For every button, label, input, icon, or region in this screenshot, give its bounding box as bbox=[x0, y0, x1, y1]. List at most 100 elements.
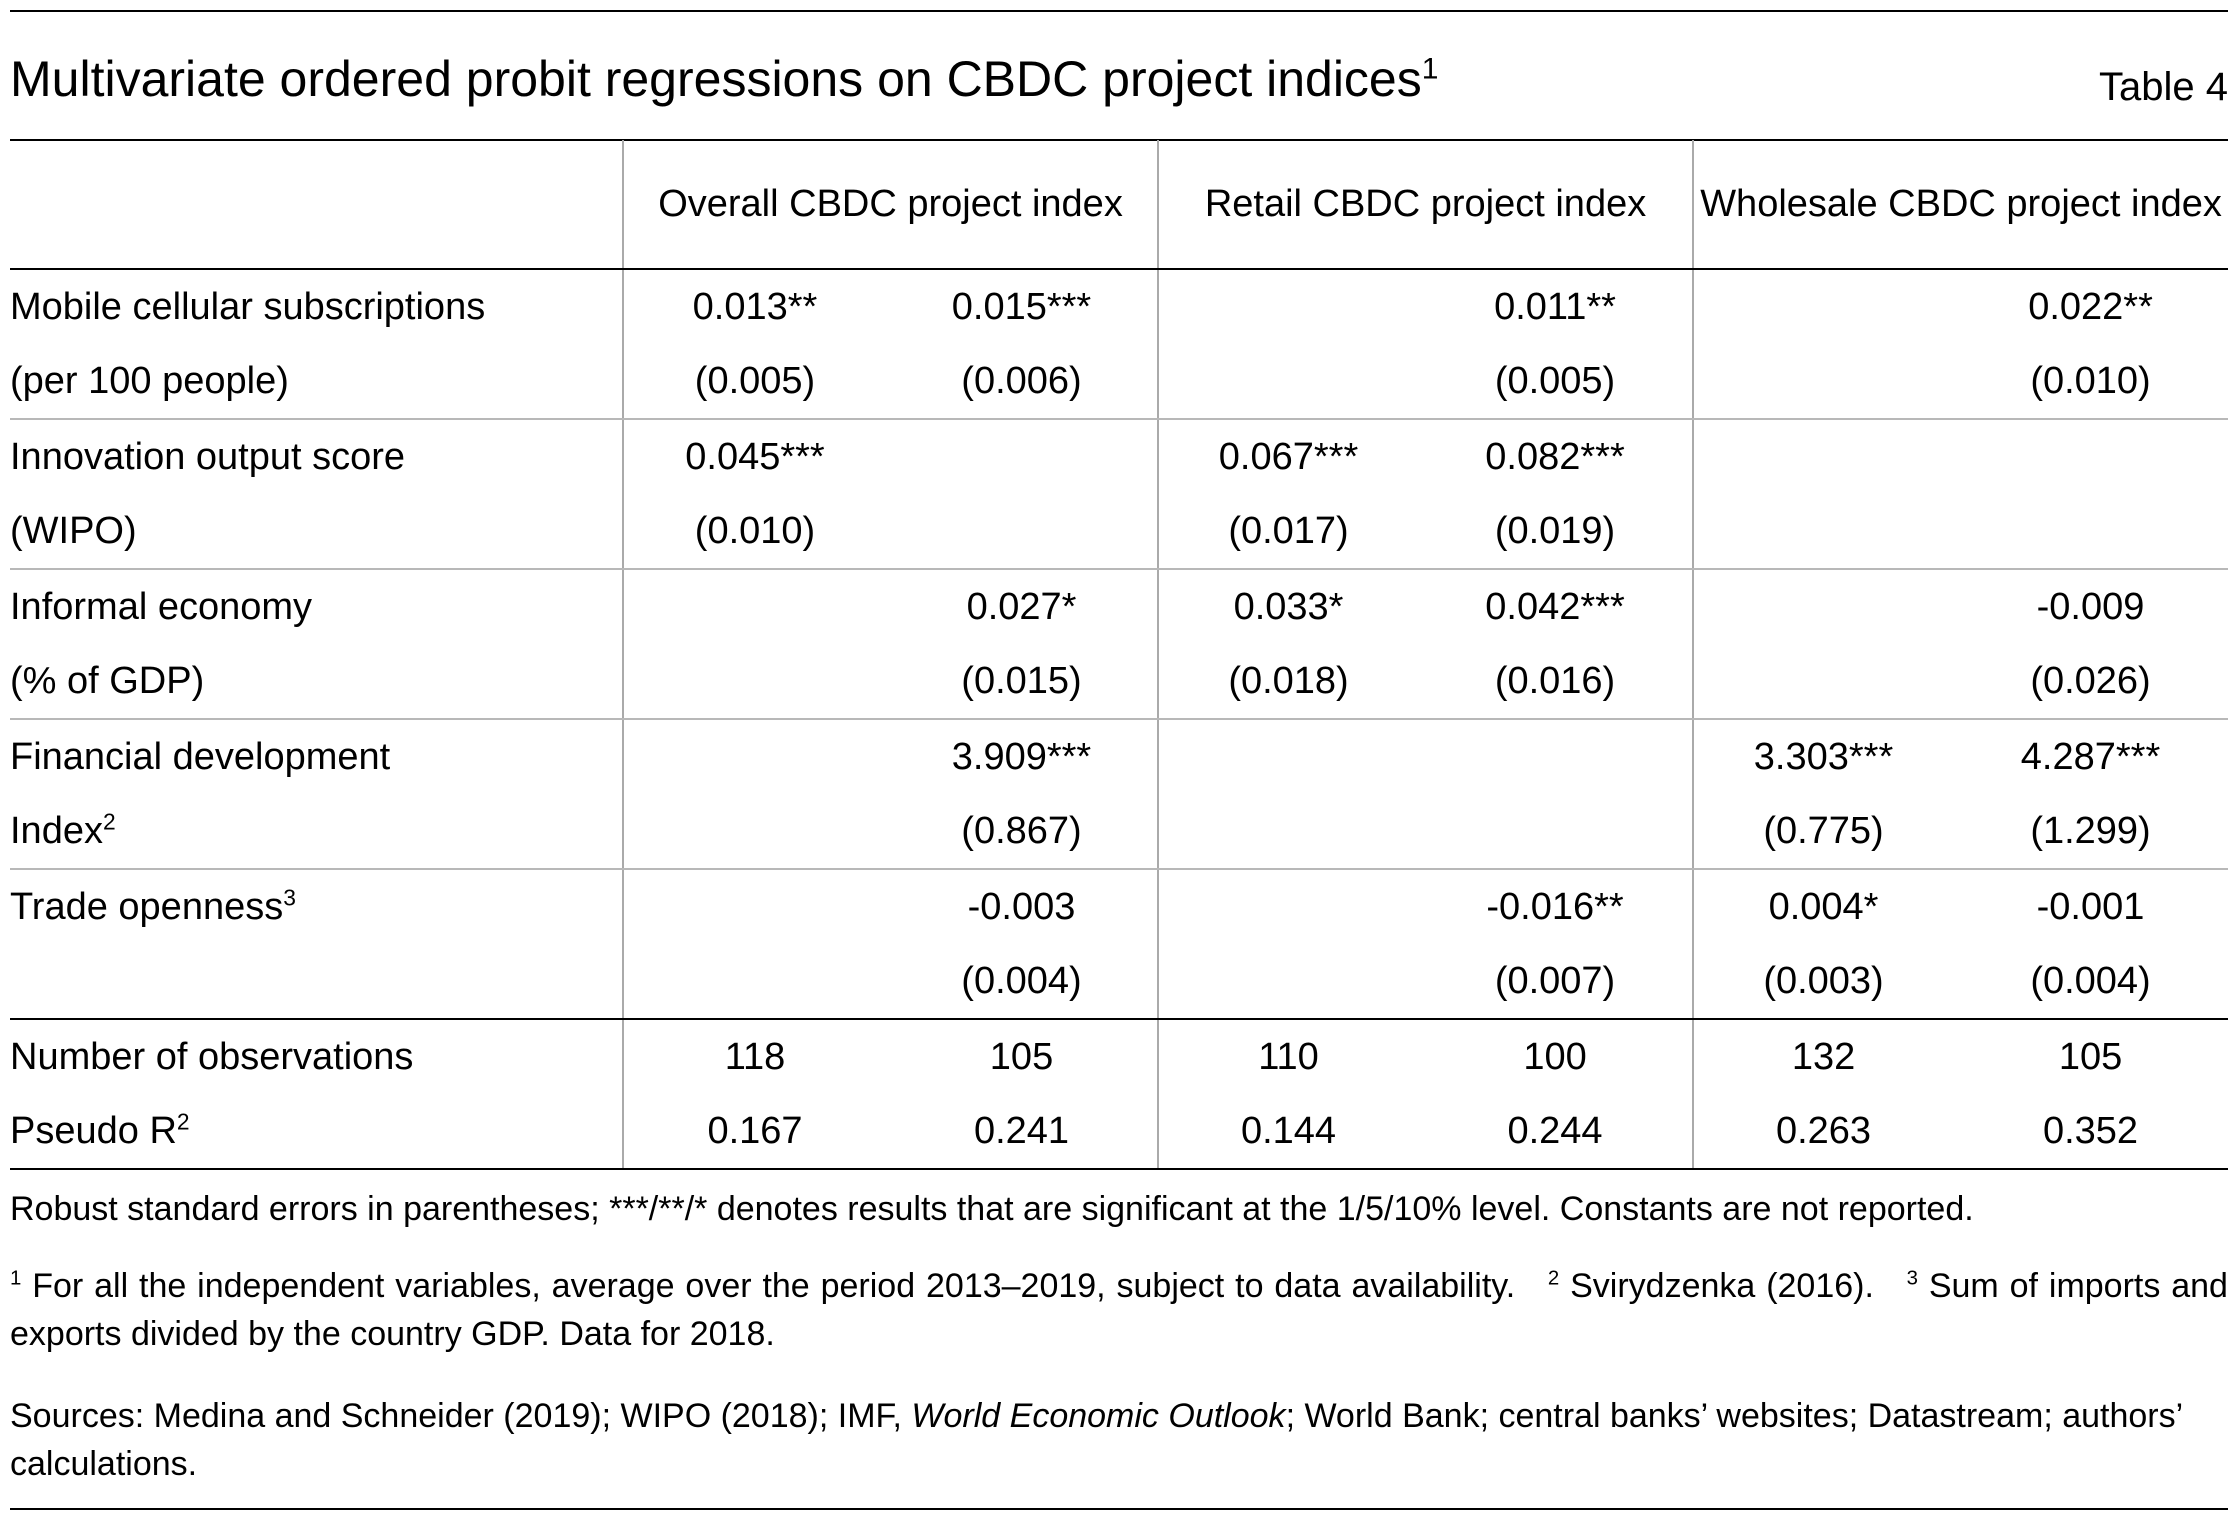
stat-row-2-col-4: 0.244 bbox=[1418, 1094, 1694, 1170]
coef-row-5-col-4: -0.016** bbox=[1486, 885, 1624, 928]
coef-row-2-col-5 bbox=[1692, 419, 1954, 494]
col-group-retail: Retail CBDC project index bbox=[1157, 140, 1694, 270]
coef-row-3-col-5 bbox=[1692, 569, 1954, 644]
coef-row-1-label-text: Mobile cellular subscriptions bbox=[10, 285, 486, 328]
coef-row-5-label-text: Trade openness bbox=[10, 885, 284, 928]
table-body: Mobile cellular subscriptions 0.013** 0.01… bbox=[10, 269, 2229, 1170]
coef-row-2-col-2 bbox=[886, 419, 1158, 494]
coef-row-4-col-4 bbox=[1418, 719, 1693, 794]
coef-row-5-col-5: 0.004* bbox=[1692, 869, 1954, 944]
stat-row-1-label: Number of observations bbox=[10, 1019, 623, 1094]
se-row-5-col-4: (0.007) bbox=[1418, 944, 1694, 1020]
footnotes: 1 For all the independent variables, ave… bbox=[10, 1262, 2228, 1358]
coef-row-2-label: Innovation output score bbox=[10, 419, 623, 494]
coef-row-4-col-1 bbox=[622, 719, 886, 794]
coef-row-3-label-text: Informal economy bbox=[10, 585, 313, 628]
se-row-2-col-5 bbox=[1692, 494, 1954, 570]
coef-row-2-col-6 bbox=[1953, 419, 2228, 494]
stat-row-2-col-5: 0.263 bbox=[1692, 1094, 1954, 1170]
se-row-4-col-3 bbox=[1157, 794, 1419, 870]
stat-row-2-label-note: 2 bbox=[176, 1107, 190, 1134]
coef-row-4-col-3 bbox=[1157, 719, 1419, 794]
se-row-1-label: (per 100 people) bbox=[10, 344, 623, 420]
footnote-2-mark: 2 bbox=[1547, 1267, 1560, 1290]
se-row-5-label bbox=[10, 944, 623, 1020]
se-row-2-col-6 bbox=[1953, 494, 2229, 570]
coef-row-2-col-1: 0.045*** bbox=[622, 419, 886, 494]
stat-row-2-col-6: 0.352 bbox=[1953, 1094, 2229, 1170]
footnote-3: Sum of imports and exports divided by th… bbox=[10, 1267, 2228, 1353]
stat-row-2-col-2: 0.241 bbox=[886, 1094, 1159, 1170]
sources-note: Sources: Medina and Schneider (2019); WI… bbox=[10, 1392, 2228, 1488]
footnote-2: Svirydzenka (2016). bbox=[1570, 1267, 1874, 1305]
coef-row-3-col-3: 0.033* bbox=[1157, 569, 1419, 644]
se-row-5-col-5: (0.003) bbox=[1692, 944, 1954, 1020]
se-row-3-col-5 bbox=[1692, 644, 1954, 720]
coef-row-1-label: Mobile cellular subscriptions bbox=[10, 269, 623, 344]
coef-row-5-col-1 bbox=[622, 869, 886, 944]
header-row: Overall CBDC project index Retail CBDC p… bbox=[10, 140, 2229, 270]
se-row-5-col-2: (0.004) bbox=[886, 944, 1159, 1020]
sources-prefix: Sources: Medina and Schneider (2019); WI… bbox=[10, 1397, 912, 1435]
table-title-text: Multivariate ordered probit regressions … bbox=[10, 51, 1422, 107]
coef-row-5-col-2: -0.003 bbox=[967, 885, 1076, 928]
se-row-4-col-1 bbox=[622, 794, 886, 870]
coef-row-1-col-6: 0.022** bbox=[2028, 285, 2153, 328]
stat-row-1-col-1: 118 bbox=[622, 1019, 886, 1094]
coef-row-3-col-6: -0.009 bbox=[2036, 585, 2145, 628]
se-row-4-col-5: (0.775) bbox=[1692, 794, 1954, 870]
coef-row-1-col-1: 0.013** bbox=[622, 269, 886, 344]
coef-row-2-col-4: 0.082*** bbox=[1485, 435, 1625, 478]
col-group-wholesale: Wholesale CBDC project index bbox=[1692, 140, 2229, 270]
table-row: Financial development 3.909*** 3.303*** 4.2… bbox=[10, 719, 2228, 794]
coef-row-3-col-1 bbox=[622, 569, 886, 644]
stat-row-1-col-5: 132 bbox=[1692, 1019, 1954, 1094]
coef-row-2-label-text: Innovation output score bbox=[10, 435, 406, 478]
footnote-1: For all the independent variables, avera… bbox=[32, 1267, 1516, 1305]
table-row: (0.004) (0.007) (0.003) (0.004) bbox=[10, 944, 2229, 1020]
stat-row-1-col-6: 105 bbox=[2058, 1035, 2123, 1078]
se-row-5-col-3 bbox=[1157, 944, 1419, 1020]
se-row-1-col-5 bbox=[1692, 344, 1954, 420]
coef-row-4-col-5: 3.303*** bbox=[1692, 719, 1954, 794]
se-row-4-label-note: 2 bbox=[102, 807, 116, 834]
sources-italic: World Economic Outlook bbox=[911, 1397, 1286, 1435]
coef-row-1-col-4: 0.011** bbox=[1494, 285, 1616, 328]
se-row-4-col-6: (1.299) bbox=[1953, 794, 2229, 870]
se-row-5-col-6: (0.004) bbox=[1953, 944, 2229, 1020]
se-row-2-label-text: (WIPO) bbox=[10, 509, 137, 552]
se-row-5-col-1 bbox=[622, 944, 886, 1020]
se-row-3-label: (% of GDP) bbox=[10, 644, 623, 720]
table-title: Multivariate ordered probit regressions … bbox=[10, 48, 1438, 110]
coef-row-5-col-3 bbox=[1157, 869, 1419, 944]
note-robust-se: Robust standard errors in parentheses; *… bbox=[10, 1190, 1974, 1228]
coef-row-1-col-2: 0.015*** bbox=[951, 285, 1092, 328]
se-row-1-col-6: (0.010) bbox=[1953, 344, 2229, 420]
se-row-2-col-3: (0.017) bbox=[1157, 494, 1419, 570]
stat-row-2-col-3: 0.144 bbox=[1157, 1094, 1419, 1170]
table-row: (WIPO) (0.010) (0.017) (0.019) bbox=[10, 494, 2229, 570]
coef-row-4-col-6: 4.287*** bbox=[2020, 735, 2161, 778]
stat-row-1-label-text: Number of observations bbox=[10, 1035, 414, 1078]
regression-table: Overall CBDC project index Retail CBDC p… bbox=[10, 140, 2229, 1170]
table-row: Informal economy 0.027* 0.033* 0.042*** -0.0… bbox=[10, 569, 2228, 644]
footnote-1-mark: 1 bbox=[10, 1267, 22, 1290]
stat-row-1-col-4: 100 bbox=[1523, 1035, 1587, 1078]
table-row: Trade openness3 -0.003 -0.016** 0.004* -0.00… bbox=[10, 869, 2228, 944]
title-row: Multivariate ordered probit regressions … bbox=[10, 48, 2228, 118]
table-row: Innovation output score 0.045*** 0.067*** 0… bbox=[10, 419, 2228, 494]
table-row: (per 100 people) (0.005) (0.006) (0.005) (0.… bbox=[10, 344, 2229, 420]
coef-row-1-col-5 bbox=[1692, 269, 1954, 344]
se-row-4-label-text: Index bbox=[10, 809, 103, 852]
se-row-3-col-6: (0.026) bbox=[1953, 644, 2229, 720]
table-row: (% of GDP) (0.015) (0.018) (0.016) (0.026) bbox=[10, 644, 2229, 720]
se-row-3-col-3: (0.018) bbox=[1157, 644, 1419, 720]
coef-row-1-col-3 bbox=[1157, 269, 1419, 344]
se-row-4-label: Index2 bbox=[10, 794, 623, 870]
coef-row-3-col-2: 0.027* bbox=[966, 585, 1077, 628]
table-row: Index2 (0.867) (0.775) (1.299) bbox=[10, 794, 2229, 870]
bottom-rule bbox=[10, 1508, 2228, 1510]
top-rule bbox=[10, 10, 2228, 12]
coef-row-3-label: Informal economy bbox=[10, 569, 623, 644]
se-row-1-label-text: (per 100 people) bbox=[10, 359, 289, 402]
